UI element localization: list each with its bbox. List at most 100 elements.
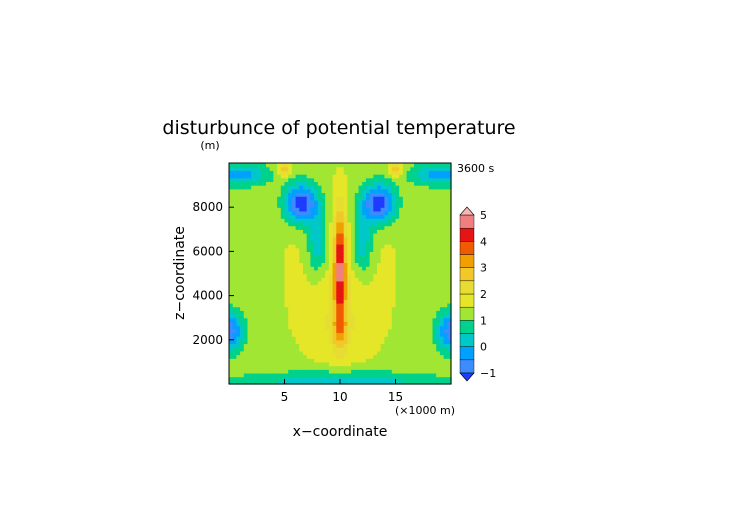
heatmap-cell <box>358 196 363 201</box>
heatmap-cell <box>277 221 282 227</box>
heatmap-cell <box>284 332 289 337</box>
heatmap-cell <box>399 273 404 278</box>
heatmap-cell <box>340 199 345 205</box>
heatmap-cell <box>314 177 319 183</box>
heatmap-cell <box>436 317 441 322</box>
heatmap-cell <box>291 258 297 264</box>
heatmap-cell <box>388 199 393 205</box>
heatmap-cell <box>388 369 393 374</box>
heatmap-cell <box>277 244 282 249</box>
heatmap-cell <box>229 299 234 304</box>
heatmap-cell <box>303 354 308 359</box>
heatmap-cell <box>280 302 286 308</box>
heatmap-cell <box>395 255 400 260</box>
heatmap-cell <box>343 258 348 264</box>
heatmap-cell <box>251 288 256 293</box>
heatmap-cell <box>443 306 448 311</box>
heatmap-cell <box>347 365 352 370</box>
heatmap-cell <box>358 225 363 230</box>
heatmap-cell <box>443 336 448 341</box>
heatmap-cell <box>362 280 367 286</box>
heatmap-cell <box>288 369 293 374</box>
heatmap-cell <box>428 199 434 205</box>
heatmap-cell <box>377 244 382 249</box>
heatmap-cell <box>280 347 286 352</box>
heatmap-cell <box>351 376 356 381</box>
heatmap-cell <box>428 291 434 297</box>
heatmap-cell <box>432 299 437 304</box>
colorbar-tick-label: 2 <box>480 288 487 301</box>
heatmap-cell <box>340 163 345 168</box>
heatmap-cell <box>306 302 311 308</box>
heatmap-cell <box>336 288 341 293</box>
heatmap-cell <box>291 372 297 378</box>
heatmap-cell <box>443 258 448 264</box>
heatmap-cell <box>288 262 293 267</box>
heatmap-cell <box>284 361 289 367</box>
x-tick-label: 5 <box>281 390 289 404</box>
heatmap-cell <box>269 232 274 238</box>
heatmap-cell <box>325 354 330 359</box>
heatmap-cell <box>428 273 434 278</box>
heatmap-cell <box>332 166 337 171</box>
heatmap-cell <box>432 339 437 345</box>
heatmap-cell <box>447 232 452 238</box>
heatmap-cell <box>317 350 323 356</box>
heatmap-cell <box>380 236 385 241</box>
heatmap-cell <box>314 203 319 208</box>
heatmap-cell <box>321 258 326 264</box>
heatmap-cell <box>388 251 393 256</box>
heatmap-cell <box>332 295 337 300</box>
heatmap-cell <box>280 284 286 289</box>
heatmap-cell <box>362 321 367 326</box>
heatmap-cell <box>280 185 286 190</box>
heatmap-cell <box>262 192 267 197</box>
heatmap-cell <box>291 207 297 212</box>
colorbar-extend-max <box>459 206 475 216</box>
heatmap-cell <box>306 225 311 230</box>
heatmap-cell <box>347 199 352 205</box>
heatmap-cell <box>402 221 408 227</box>
heatmap-cell <box>358 336 363 341</box>
heatmap-cell <box>232 166 237 171</box>
colorbar-swatch <box>459 306 475 321</box>
heatmap-cell <box>432 284 437 289</box>
heatmap-cell <box>421 369 426 374</box>
heatmap-cell <box>395 262 400 267</box>
heatmap-cell <box>365 214 371 219</box>
heatmap-cell <box>395 280 400 286</box>
heatmap-cell <box>232 339 237 345</box>
heatmap-cell <box>443 207 448 212</box>
heatmap-cell <box>380 361 385 367</box>
heatmap-cell <box>284 347 289 352</box>
heatmap-cell <box>262 295 267 300</box>
heatmap-cell <box>340 221 345 227</box>
heatmap-cell <box>395 343 400 348</box>
heatmap-cell <box>232 380 237 385</box>
heatmap-cell <box>369 266 374 271</box>
heatmap-cell <box>428 288 434 293</box>
heatmap-cell <box>406 314 411 319</box>
heatmap-cell <box>284 376 289 381</box>
heatmap-cell <box>317 174 323 179</box>
heatmap-cell <box>247 196 252 201</box>
heatmap-cell <box>295 262 300 267</box>
heatmap-cell <box>243 244 249 249</box>
heatmap-cell <box>362 229 367 234</box>
heatmap-cell <box>232 210 237 216</box>
heatmap-cell <box>373 247 378 252</box>
heatmap-cell <box>351 332 356 337</box>
heatmap-cell <box>317 369 323 374</box>
heatmap-cell <box>391 192 397 197</box>
heatmap-cell <box>291 291 297 297</box>
heatmap-cell <box>417 192 422 197</box>
heatmap-cell <box>317 291 323 297</box>
heatmap-cell <box>321 266 326 271</box>
heatmap-cell <box>317 203 323 208</box>
heatmap-cell <box>258 269 263 275</box>
heatmap-cell <box>388 163 393 168</box>
heatmap-cell <box>284 365 289 370</box>
heatmap-cell <box>425 347 430 352</box>
heatmap-cell <box>240 358 245 363</box>
heatmap-cell <box>258 358 263 363</box>
